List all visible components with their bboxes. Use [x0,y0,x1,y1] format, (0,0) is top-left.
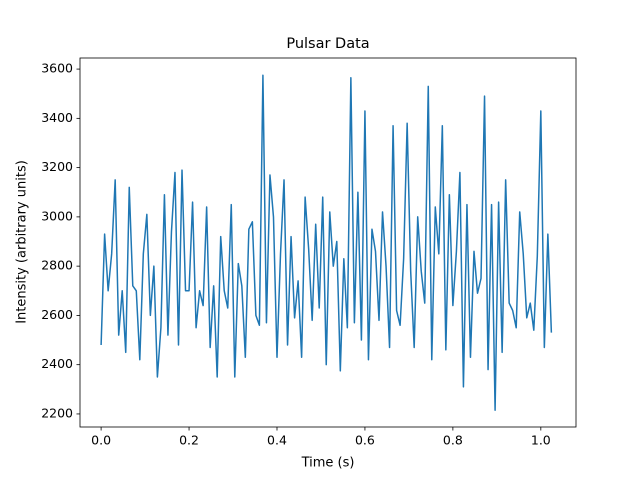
y-tick-label: 3000 [41,208,73,223]
y-tick-label: 2800 [41,258,73,273]
y-tick-label: 3400 [41,110,73,125]
x-tick-label: 0.6 [355,433,375,448]
x-axis-label: Time (s) [301,456,355,471]
x-tick-label: 1.0 [531,433,551,448]
axes-frame [79,57,577,428]
y-tick-label: 2400 [41,356,73,371]
data-line [100,74,553,411]
x-tick-label: 0.0 [91,433,111,448]
x-tick-label: 0.8 [443,433,463,448]
y-axis-label: Intensity (arbitrary units) [15,160,30,324]
y-tick-label: 3600 [41,61,73,76]
x-tick-label: 0.4 [267,433,287,448]
y-tick-label: 3200 [41,159,73,174]
y-tick-label: 2200 [41,405,73,420]
chart-title: Pulsar Data [286,36,369,52]
y-tick-label: 2600 [41,307,73,322]
x-tick-label: 0.2 [179,433,199,448]
